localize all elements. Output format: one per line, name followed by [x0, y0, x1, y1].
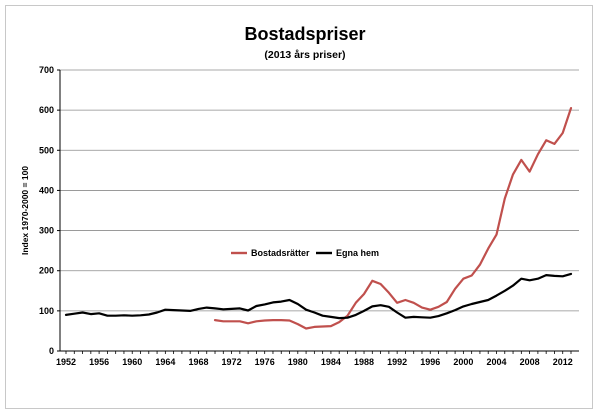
legend: Bostadsrätter Egna hem: [231, 248, 379, 258]
x-tick-label: 2012: [553, 357, 573, 367]
x-tick-label: 1976: [255, 357, 275, 367]
series-line-0: [213, 106, 573, 330]
x-tick-label: 1980: [288, 357, 308, 367]
x-tick-label: 2004: [486, 357, 506, 367]
y-tick-label: 100: [39, 306, 54, 316]
x-tick-label: 1996: [420, 357, 440, 367]
y-axis-label: Index 1970-2000 = 100: [20, 166, 30, 255]
x-tick-label: 1956: [89, 357, 109, 367]
y-tick-label: 300: [39, 226, 54, 236]
axes: [57, 69, 579, 354]
y-tick-label: 600: [39, 105, 54, 115]
chart-title: Bostadspriser: [244, 24, 365, 44]
legend-label: Bostadsrätter: [251, 248, 310, 258]
x-tick-label: 1952: [56, 357, 76, 367]
x-tick-label: 1988: [354, 357, 374, 367]
x-tick-label: 1992: [387, 357, 407, 367]
gridlines: [60, 69, 579, 312]
y-tick-label: 500: [39, 145, 54, 155]
x-tick-label: 1968: [188, 357, 208, 367]
chart-frame: Bostadspriser (2013 års priser) 0 100 200 3…: [5, 5, 593, 409]
y-tick-label: 0: [49, 346, 54, 356]
chart-svg: Bostadspriser (2013 års priser) 0 100 200 3…: [20, 24, 579, 367]
x-tick-label: 1960: [122, 357, 142, 367]
y-tick-label: 200: [39, 266, 54, 276]
y-tick-label: 400: [39, 185, 54, 195]
x-tick-label: 2000: [453, 357, 473, 367]
series-line-1: [64, 272, 573, 320]
x-tick-label: 1972: [222, 357, 242, 367]
tick-labels: 0 100 200 300 400 500 600 700 1952 1956 1960 1964 19…: [39, 65, 573, 367]
x-tick-label: 1964: [155, 357, 175, 367]
y-tick-label: 700: [39, 65, 54, 75]
series-lines: [64, 106, 573, 330]
x-tick-label: 2008: [520, 357, 540, 367]
x-tick-label: 1984: [321, 357, 341, 367]
legend-label: Egna hem: [336, 248, 379, 258]
chart-subtitle: (2013 års priser): [264, 49, 345, 61]
